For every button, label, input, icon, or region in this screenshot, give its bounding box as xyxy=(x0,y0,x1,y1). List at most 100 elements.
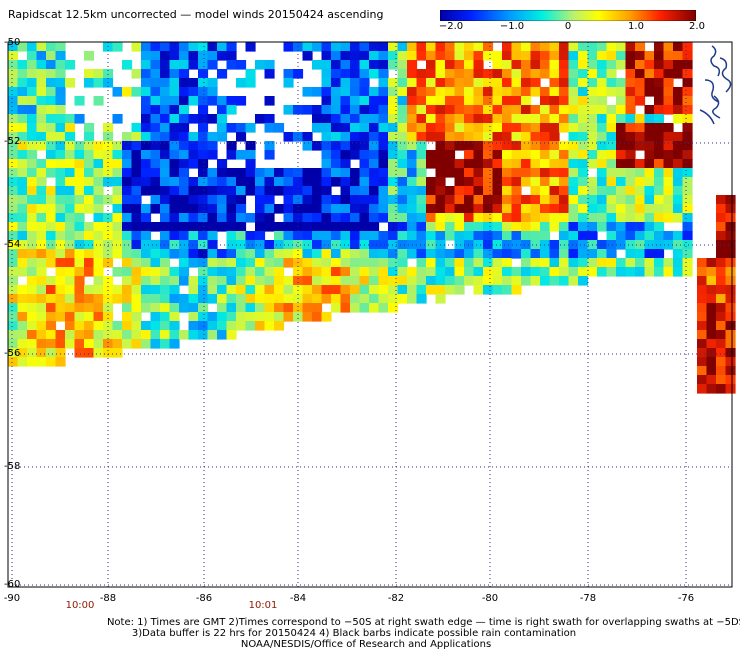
wind-cell xyxy=(445,123,456,133)
wind-cell xyxy=(8,285,19,295)
wind-cell xyxy=(65,285,76,295)
wind-cell xyxy=(616,186,627,196)
wind-cell xyxy=(502,42,513,52)
wind-cell xyxy=(378,159,389,169)
wind-cell xyxy=(644,51,655,61)
wind-cell xyxy=(36,339,47,349)
wind-cell xyxy=(464,69,475,79)
wind-cell xyxy=(445,249,456,259)
wind-cell xyxy=(483,78,494,88)
wind-cell xyxy=(625,213,636,223)
wind-cell xyxy=(407,87,418,97)
wind-cell xyxy=(245,231,256,241)
wind-cell xyxy=(426,123,437,133)
wind-cell xyxy=(464,276,475,286)
wind-cell xyxy=(654,78,665,88)
wind-cell xyxy=(169,51,180,61)
wind-cell xyxy=(483,276,494,286)
wind-cell xyxy=(644,249,655,259)
wind-cell xyxy=(625,42,636,52)
wind-cell xyxy=(27,141,38,151)
wind-cell xyxy=(540,186,551,196)
wind-cell xyxy=(36,195,47,205)
wind-cell xyxy=(725,213,736,223)
wind-cell xyxy=(663,168,674,178)
wind-cell xyxy=(616,258,627,268)
wind-cell xyxy=(188,195,199,205)
wind-cell xyxy=(644,132,655,142)
colorbar-tick-label: −1.0 xyxy=(499,21,525,32)
wind-cell xyxy=(36,294,47,304)
wind-cell xyxy=(321,60,332,70)
wind-cell xyxy=(530,222,541,232)
wind-cell xyxy=(483,267,494,277)
wind-cell xyxy=(321,123,332,133)
wind-cell xyxy=(65,240,76,250)
wind-cell xyxy=(198,249,209,259)
wind-cell xyxy=(112,114,123,124)
wind-cell xyxy=(160,339,171,349)
wind-cell xyxy=(293,303,304,313)
wind-cell xyxy=(663,258,674,268)
wind-cell xyxy=(644,168,655,178)
wind-cell xyxy=(625,240,636,250)
wind-cell xyxy=(587,213,598,223)
wind-cell xyxy=(464,60,475,70)
wind-cell xyxy=(226,42,237,52)
wind-cell xyxy=(492,96,503,106)
wind-cell xyxy=(217,168,228,178)
wind-cell xyxy=(55,60,66,70)
wind-cell xyxy=(697,357,708,367)
wind-cell xyxy=(245,267,256,277)
wind-cell xyxy=(673,51,684,61)
wind-cell xyxy=(359,150,370,160)
wind-cell xyxy=(46,69,57,79)
wind-cell xyxy=(673,258,684,268)
wind-cell xyxy=(122,321,133,331)
wind-cell xyxy=(331,303,342,313)
wind-cell xyxy=(207,321,218,331)
wind-cell xyxy=(350,78,361,88)
wind-cell xyxy=(302,204,313,214)
wind-cell xyxy=(578,222,589,232)
wind-cell xyxy=(407,69,418,79)
wind-cell xyxy=(217,258,228,268)
wind-cell xyxy=(549,60,560,70)
wind-cell xyxy=(350,186,361,196)
wind-cell xyxy=(169,177,180,187)
wind-cell xyxy=(549,258,560,268)
wind-cell xyxy=(179,231,190,241)
wind-cell xyxy=(169,150,180,160)
wind-cell xyxy=(578,150,589,160)
wind-cell xyxy=(654,267,665,277)
wind-cell xyxy=(625,204,636,214)
wind-cell xyxy=(36,285,47,295)
wind-cell xyxy=(312,258,323,268)
wind-cell xyxy=(55,141,66,151)
wind-cell xyxy=(682,267,693,277)
wind-cell xyxy=(673,60,684,70)
wind-cell xyxy=(84,141,95,151)
wind-cell xyxy=(274,267,285,277)
wind-cell xyxy=(350,114,361,124)
wind-cell xyxy=(112,141,123,151)
wind-cell xyxy=(27,339,38,349)
wind-cell xyxy=(378,105,389,115)
wind-cell xyxy=(578,168,589,178)
wind-cell xyxy=(245,249,256,259)
wind-cell xyxy=(84,330,95,340)
wind-cell xyxy=(340,69,351,79)
wind-cell xyxy=(17,258,28,268)
wind-difference-cells xyxy=(8,42,736,394)
wind-cell xyxy=(198,87,209,97)
wind-cell xyxy=(606,105,617,115)
wind-cell xyxy=(540,249,551,259)
wind-cell xyxy=(169,276,180,286)
wind-cell xyxy=(635,78,646,88)
wind-cell xyxy=(378,294,389,304)
wind-cell xyxy=(492,51,503,61)
wind-cell xyxy=(725,384,736,394)
wind-cell xyxy=(464,195,475,205)
wind-cell xyxy=(198,186,209,196)
wind-cell xyxy=(169,231,180,241)
